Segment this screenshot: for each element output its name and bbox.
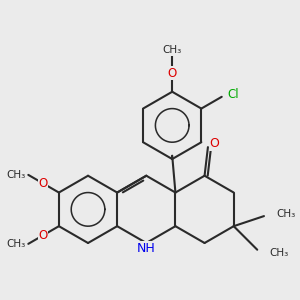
Text: O: O xyxy=(38,177,47,190)
Text: CH₃: CH₃ xyxy=(7,170,26,180)
Text: Cl: Cl xyxy=(227,88,239,101)
Text: CH₃: CH₃ xyxy=(7,239,26,249)
Text: CH₃: CH₃ xyxy=(163,45,182,55)
Text: CH₃: CH₃ xyxy=(270,248,289,258)
Text: O: O xyxy=(209,137,219,151)
Text: CH₃: CH₃ xyxy=(277,209,296,219)
Text: NH: NH xyxy=(137,242,156,255)
Text: O: O xyxy=(168,67,177,80)
Text: O: O xyxy=(38,229,47,242)
